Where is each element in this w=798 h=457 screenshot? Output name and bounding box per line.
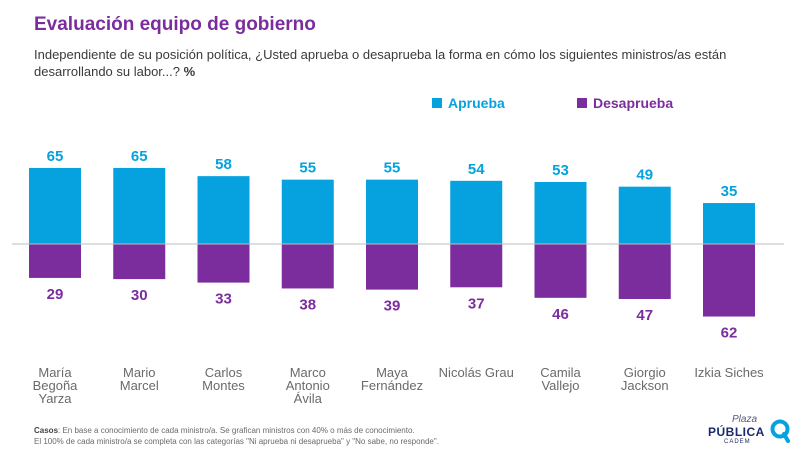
bar-disapprove (29, 244, 81, 278)
category-label: Maya Fernández (360, 365, 424, 393)
footnote-line1: : En base a conocimiento de cada ministr… (58, 426, 415, 435)
data-label-disapprove: 30 (131, 287, 148, 304)
data-label-approve: 58 (215, 156, 232, 173)
bar-approve (703, 203, 755, 244)
bar-disapprove (113, 244, 166, 280)
logo-text-plaza: Plaza (732, 414, 758, 425)
bar-disapprove (618, 244, 671, 299)
bar-approve (618, 186, 671, 244)
footnote-label: Casos (34, 426, 59, 435)
bar-approve (29, 167, 81, 244)
subtitle-unit: % (183, 64, 196, 79)
data-label-approve: 54 (468, 161, 485, 178)
data-label-disapprove: 47 (636, 307, 653, 324)
data-label-approve: 53 (552, 162, 569, 179)
bar-disapprove (703, 244, 755, 317)
category-label: Marco Antonio Ávila (285, 365, 330, 406)
data-label-disapprove: 39 (384, 298, 401, 315)
footnote: Casos: En base a conocimiento de cada mi… (34, 425, 674, 447)
category-label: Carlos Montes (202, 365, 245, 393)
chart-subtitle: Independiente de su posición política, ¿… (34, 46, 754, 80)
bar-disapprove (197, 244, 250, 283)
data-label-approve: 65 (131, 148, 148, 165)
legend-label-approve: Aprueba (448, 95, 505, 111)
data-label-disapprove: 29 (47, 286, 64, 303)
category-label: Mario Marcel (119, 365, 159, 393)
data-label-disapprove: 33 (215, 291, 232, 308)
data-label-disapprove: 62 (721, 325, 738, 342)
data-label-disapprove: 46 (552, 306, 569, 323)
chart-title: Evaluación equipo de gobierno (34, 14, 316, 35)
data-label-approve: 65 (47, 148, 64, 165)
bar-disapprove (450, 244, 503, 288)
category-label: María Begoña Yarza (32, 365, 78, 406)
bar-approve (366, 179, 418, 244)
data-label-disapprove: 37 (468, 295, 485, 312)
data-label-approve: 55 (299, 160, 316, 177)
logo-text-cadem: CADEM (724, 439, 751, 445)
bar-approve (450, 180, 503, 244)
data-label-approve: 35 (721, 183, 738, 200)
subtitle-text: Independiente de su posición política, ¿… (34, 47, 727, 79)
legend-item-approve: Aprueba (432, 95, 505, 111)
legend-label-disapprove: Desaprueba (593, 95, 674, 111)
category-label: Giorgio Jackson (620, 365, 669, 393)
category-label: Camila Vallejo (540, 365, 581, 393)
data-label-disapprove: 38 (299, 296, 316, 313)
plaza-publica-logo: Plaza PÚBLICA CADEM (686, 413, 792, 449)
logo-mark-icon (770, 419, 790, 443)
bar-disapprove (281, 244, 334, 289)
footnote-line2: El 100% de cada ministro/a se completa c… (34, 437, 439, 446)
bar-disapprove (366, 244, 418, 290)
data-label-approve: 55 (384, 160, 401, 177)
category-label: Nicolás Grau (438, 365, 514, 380)
data-label-approve: 49 (636, 167, 653, 184)
legend-swatch-approve (432, 98, 442, 108)
bar-approve (281, 179, 334, 244)
bar-disapprove (534, 244, 587, 298)
bar-approve (534, 181, 587, 244)
bar-approve (197, 176, 250, 244)
logo-text-publica: PÚBLICA (708, 425, 765, 439)
legend-item-disapprove: Desaprueba (577, 95, 673, 111)
bar-approve (113, 167, 166, 244)
category-label: Izkia Siches (694, 365, 764, 380)
legend-swatch-disapprove (577, 98, 587, 108)
